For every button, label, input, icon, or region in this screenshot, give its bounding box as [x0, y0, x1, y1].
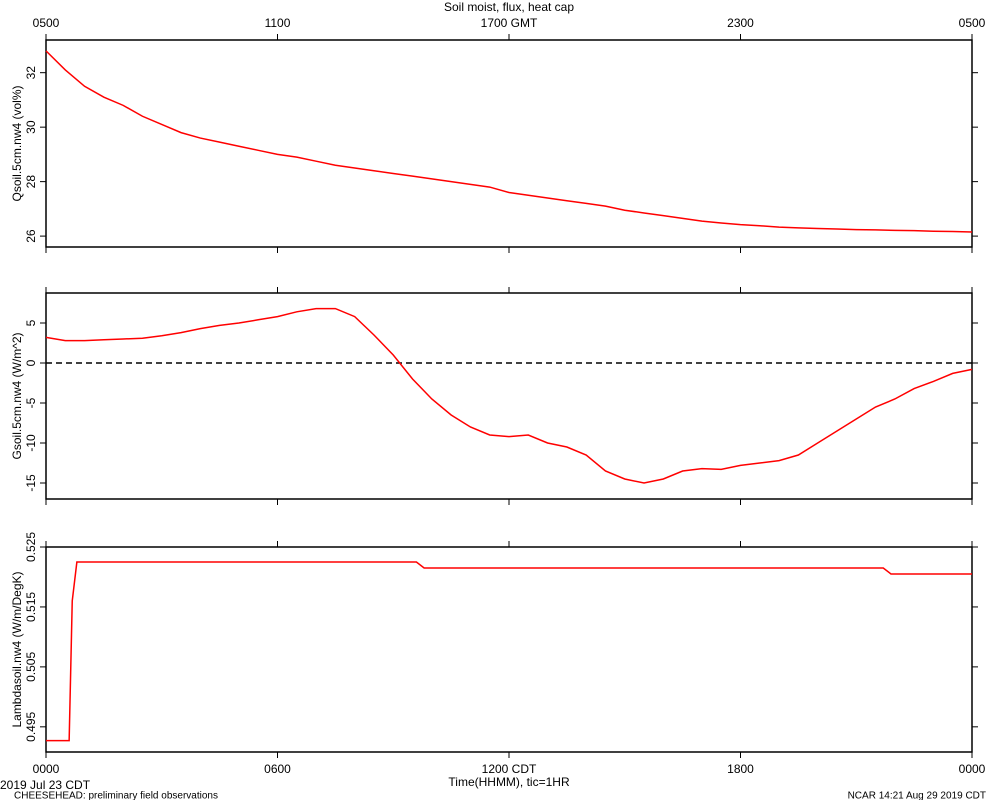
x-tick-label: 0000	[959, 762, 986, 776]
top-x-tick-label: 1100	[265, 16, 291, 30]
y-tick-label: -5	[24, 397, 38, 408]
top-x-tick-label: 0500	[33, 16, 60, 30]
plot-frame	[45, 546, 973, 753]
footer-right: NCAR 14:21 Aug 29 2019 CDT	[848, 791, 986, 800]
footer-left: CHEESEHEAD: preliminary field observatio…	[14, 791, 218, 800]
y-tick-label: 0.495	[24, 711, 38, 741]
plot-frame	[45, 292, 973, 500]
y-tick-label: 30	[24, 120, 38, 134]
y-axis-label: Gsoil.5cm.nw4 (W/m^2)	[10, 333, 24, 460]
plot-frame	[45, 39, 973, 248]
y-tick-label: 0.505	[24, 652, 38, 682]
x-tick-label: 1200 CDT	[482, 762, 537, 776]
y-tick-label: 32	[24, 66, 38, 80]
y-axis-label: Lambdasoil.nw4 (W/m/DegK)	[10, 571, 24, 727]
x-axis-label: Time(HHMM), tic=1HR	[448, 775, 570, 789]
data-line	[46, 561, 972, 742]
y-tick-label: 26	[24, 229, 38, 243]
y-tick-label: 5	[24, 319, 38, 326]
y-axis-label: Qsoil.5cm.nw4 (vol%)	[10, 85, 24, 201]
date-label: 2019 Jul 23 CDT	[0, 778, 91, 792]
y-tick-label: 0.525	[24, 532, 38, 562]
top-x-tick-label: 2300	[727, 16, 754, 30]
y-tick-label: 28	[24, 175, 38, 189]
chart-title: Soil moist, flux, heat cap	[444, 0, 574, 14]
y-tick-label: -10	[24, 434, 38, 452]
data-line	[45, 307, 973, 484]
y-tick-label: -15	[24, 474, 38, 492]
x-tick-label: 0600	[264, 762, 291, 776]
y-tick-label: 0.515	[24, 592, 38, 622]
y-tick-label: 0	[24, 359, 38, 366]
top-x-tick-label: 0500	[959, 16, 986, 30]
x-tick-label: 0000	[33, 762, 60, 776]
top-x-tick-label: 1700 GMT	[481, 16, 538, 30]
data-line	[45, 50, 973, 233]
x-tick-label: 1800	[727, 762, 754, 776]
